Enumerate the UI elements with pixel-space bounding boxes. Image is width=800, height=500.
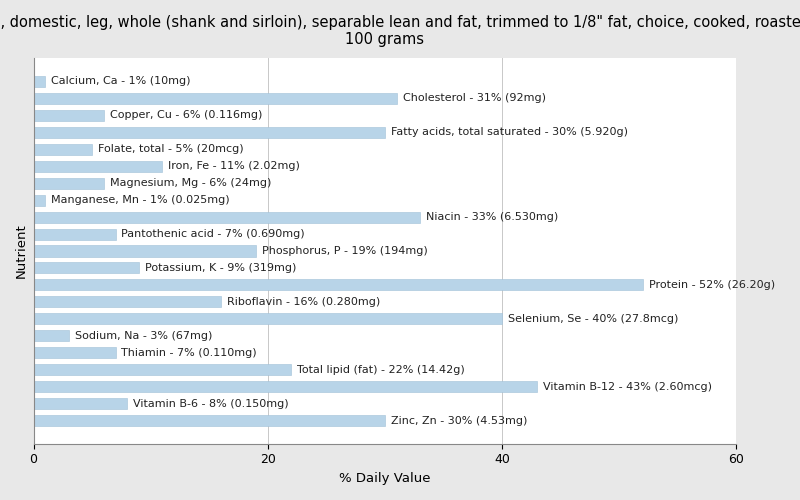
Text: Iron, Fe - 11% (2.02mg): Iron, Fe - 11% (2.02mg) [168, 161, 300, 171]
Bar [34, 415, 385, 426]
Bar [34, 296, 221, 308]
Text: Protein - 52% (26.20g): Protein - 52% (26.20g) [649, 280, 774, 290]
Text: Zinc, Zn - 30% (4.53mg): Zinc, Zn - 30% (4.53mg) [391, 416, 527, 426]
Bar [34, 314, 502, 324]
Bar [34, 160, 162, 172]
Text: Fatty acids, total saturated - 30% (5.920g): Fatty acids, total saturated - 30% (5.92… [391, 127, 628, 137]
Text: Cholesterol - 31% (92mg): Cholesterol - 31% (92mg) [402, 94, 546, 104]
Bar [34, 246, 256, 256]
Bar [34, 262, 139, 274]
Title: Lamb, domestic, leg, whole (shank and sirloin), separable lean and fat, trimmed : Lamb, domestic, leg, whole (shank and si… [0, 15, 800, 48]
Y-axis label: Nutrient: Nutrient [15, 224, 28, 278]
Text: Total lipid (fat) - 22% (14.42g): Total lipid (fat) - 22% (14.42g) [297, 365, 465, 375]
Bar [34, 381, 538, 392]
Text: Magnesium, Mg - 6% (24mg): Magnesium, Mg - 6% (24mg) [110, 178, 271, 188]
Bar [34, 364, 291, 376]
Bar [34, 228, 115, 239]
X-axis label: % Daily Value: % Daily Value [339, 472, 430, 485]
Bar [34, 330, 69, 342]
Bar [34, 93, 397, 104]
Text: Pantothenic acid - 7% (0.690mg): Pantothenic acid - 7% (0.690mg) [122, 229, 305, 239]
Text: Copper, Cu - 6% (0.116mg): Copper, Cu - 6% (0.116mg) [110, 110, 262, 120]
Bar [34, 110, 104, 121]
Bar [34, 348, 115, 358]
Bar [34, 144, 92, 154]
Bar [34, 178, 104, 188]
Bar [34, 126, 385, 138]
Text: Potassium, K - 9% (319mg): Potassium, K - 9% (319mg) [145, 263, 296, 273]
Bar [34, 76, 46, 87]
Bar [34, 212, 420, 222]
Text: Thiamin - 7% (0.110mg): Thiamin - 7% (0.110mg) [122, 348, 257, 358]
Text: Sodium, Na - 3% (67mg): Sodium, Na - 3% (67mg) [74, 331, 212, 341]
Text: Riboflavin - 16% (0.280mg): Riboflavin - 16% (0.280mg) [227, 297, 380, 307]
Text: Niacin - 33% (6.530mg): Niacin - 33% (6.530mg) [426, 212, 558, 222]
Bar [34, 194, 46, 205]
Bar [34, 398, 127, 409]
Text: Selenium, Se - 40% (27.8mcg): Selenium, Se - 40% (27.8mcg) [508, 314, 678, 324]
Bar [34, 280, 642, 290]
Text: Manganese, Mn - 1% (0.025mg): Manganese, Mn - 1% (0.025mg) [51, 195, 230, 205]
Text: Vitamin B-6 - 8% (0.150mg): Vitamin B-6 - 8% (0.150mg) [133, 398, 289, 408]
Text: Phosphorus, P - 19% (194mg): Phosphorus, P - 19% (194mg) [262, 246, 428, 256]
Text: Vitamin B-12 - 43% (2.60mcg): Vitamin B-12 - 43% (2.60mcg) [543, 382, 712, 392]
Text: Folate, total - 5% (20mcg): Folate, total - 5% (20mcg) [98, 144, 244, 154]
Text: Calcium, Ca - 1% (10mg): Calcium, Ca - 1% (10mg) [51, 76, 190, 86]
